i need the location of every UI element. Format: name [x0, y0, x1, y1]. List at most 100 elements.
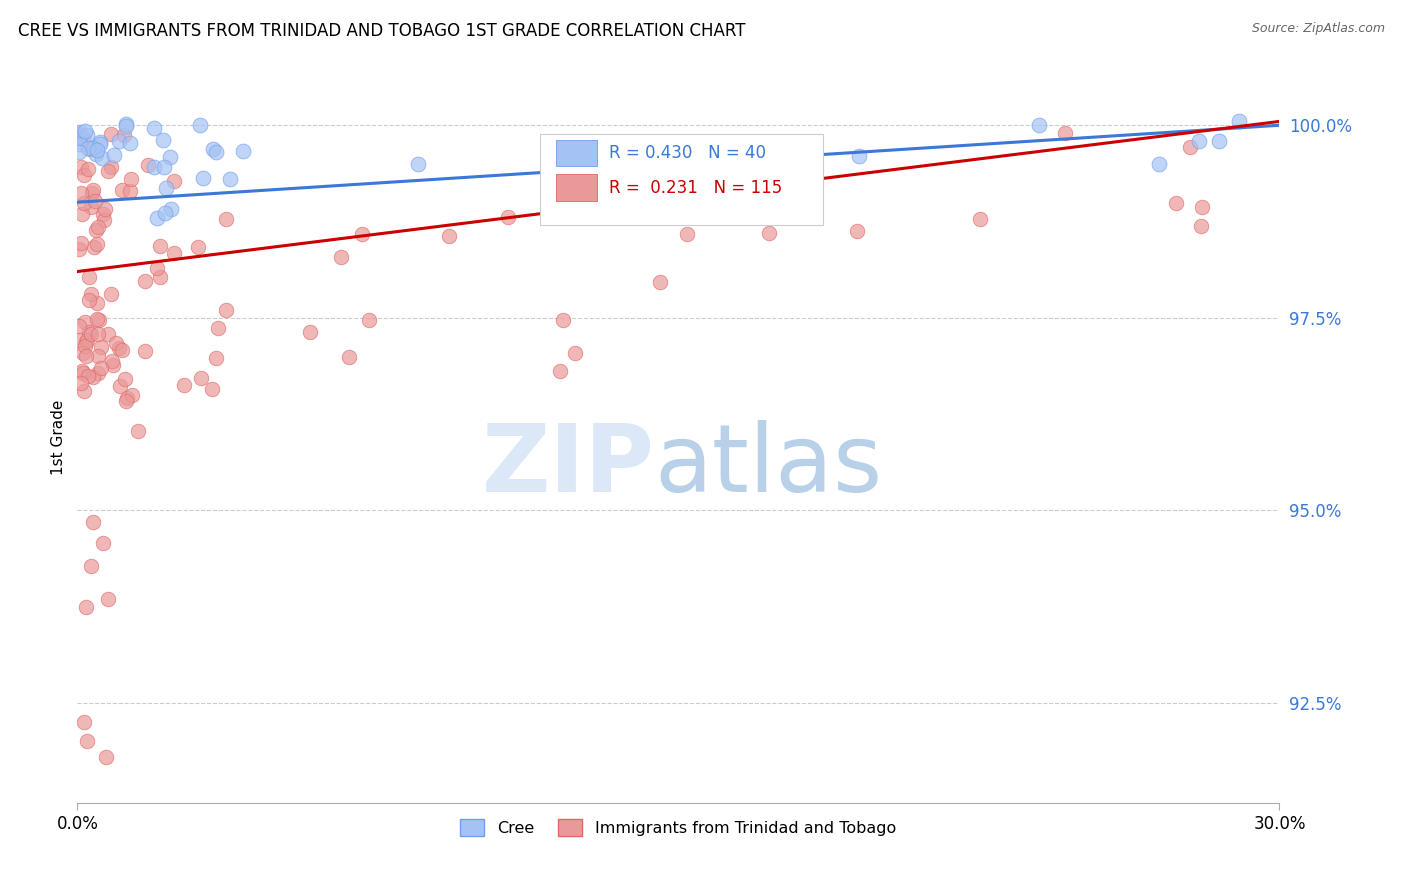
Point — [1188, 134, 1211, 148]
Point — [439, 229, 461, 244]
Point — [80, 559, 103, 574]
Point — [77, 141, 100, 155]
Point — [115, 119, 138, 133]
Point — [89, 136, 111, 151]
Point — [87, 366, 110, 380]
Point — [77, 269, 100, 284]
Point — [149, 239, 172, 253]
FancyBboxPatch shape — [555, 140, 596, 167]
Point — [969, 211, 991, 226]
Point — [73, 714, 96, 729]
Point — [564, 345, 586, 359]
Point — [159, 150, 181, 164]
Point — [163, 174, 186, 188]
Point — [87, 349, 110, 363]
Point — [163, 246, 186, 260]
Point — [329, 250, 352, 264]
Point — [100, 160, 122, 174]
Point — [86, 326, 108, 341]
Point — [72, 131, 94, 145]
Point — [1166, 195, 1188, 210]
Point — [93, 212, 115, 227]
Point — [138, 158, 160, 172]
Point — [846, 224, 869, 238]
Point — [299, 325, 322, 339]
Text: atlas: atlas — [654, 420, 883, 512]
Point — [97, 592, 120, 607]
Point — [215, 302, 238, 317]
Point — [127, 424, 149, 438]
Point — [1053, 126, 1076, 140]
Point — [97, 327, 120, 342]
Point — [77, 368, 100, 383]
Point — [70, 376, 93, 391]
Point — [73, 339, 96, 353]
Point — [86, 296, 108, 310]
Point — [83, 240, 105, 254]
Point — [100, 287, 122, 301]
Point — [232, 144, 254, 158]
Point — [357, 313, 380, 327]
Point — [84, 194, 107, 208]
Legend: Cree, Immigrants from Trinidad and Tobago: Cree, Immigrants from Trinidad and Tobag… — [454, 813, 903, 842]
FancyBboxPatch shape — [555, 175, 596, 201]
Point — [93, 536, 115, 550]
Point — [82, 183, 104, 197]
Point — [152, 132, 174, 146]
Point — [1229, 114, 1251, 128]
Point — [115, 391, 138, 405]
Point — [73, 196, 96, 211]
Point — [215, 211, 238, 226]
Point — [107, 134, 129, 148]
Point — [86, 236, 108, 251]
Point — [69, 136, 91, 151]
Point — [82, 141, 104, 155]
Y-axis label: 1st Grade: 1st Grade — [51, 400, 66, 475]
Point — [101, 354, 124, 368]
Point — [76, 333, 98, 347]
Point — [73, 168, 96, 182]
Point — [115, 116, 138, 130]
Point — [188, 118, 211, 132]
Point — [76, 128, 98, 143]
Text: Source: ZipAtlas.com: Source: ZipAtlas.com — [1251, 22, 1385, 36]
Point — [77, 161, 100, 176]
Point — [145, 211, 167, 225]
Point — [551, 313, 574, 327]
Point — [204, 351, 226, 365]
Point — [75, 335, 97, 350]
Point — [70, 235, 93, 250]
Point — [100, 127, 122, 141]
Point — [72, 366, 94, 380]
Point — [84, 223, 107, 237]
Point — [115, 394, 138, 409]
Point — [67, 334, 90, 348]
Point — [89, 135, 111, 149]
Point — [111, 183, 134, 197]
Point — [191, 170, 214, 185]
Text: ZIP: ZIP — [481, 420, 654, 512]
Point — [87, 313, 110, 327]
Point — [90, 361, 112, 376]
Point — [108, 342, 131, 356]
Point — [87, 220, 110, 235]
Point — [676, 227, 699, 241]
Point — [1149, 157, 1171, 171]
Point — [69, 131, 91, 145]
Point — [190, 371, 212, 385]
Point — [1189, 219, 1212, 233]
Point — [548, 364, 571, 378]
Point — [97, 164, 120, 178]
Point — [187, 239, 209, 253]
Point — [79, 293, 101, 308]
Point — [201, 142, 224, 156]
Point — [685, 190, 707, 204]
Point — [496, 211, 519, 225]
Point — [134, 274, 156, 288]
Point — [86, 144, 108, 158]
Point — [205, 145, 228, 159]
Point — [90, 340, 112, 354]
Point — [70, 160, 93, 174]
Point — [146, 260, 169, 275]
Point — [94, 750, 117, 764]
